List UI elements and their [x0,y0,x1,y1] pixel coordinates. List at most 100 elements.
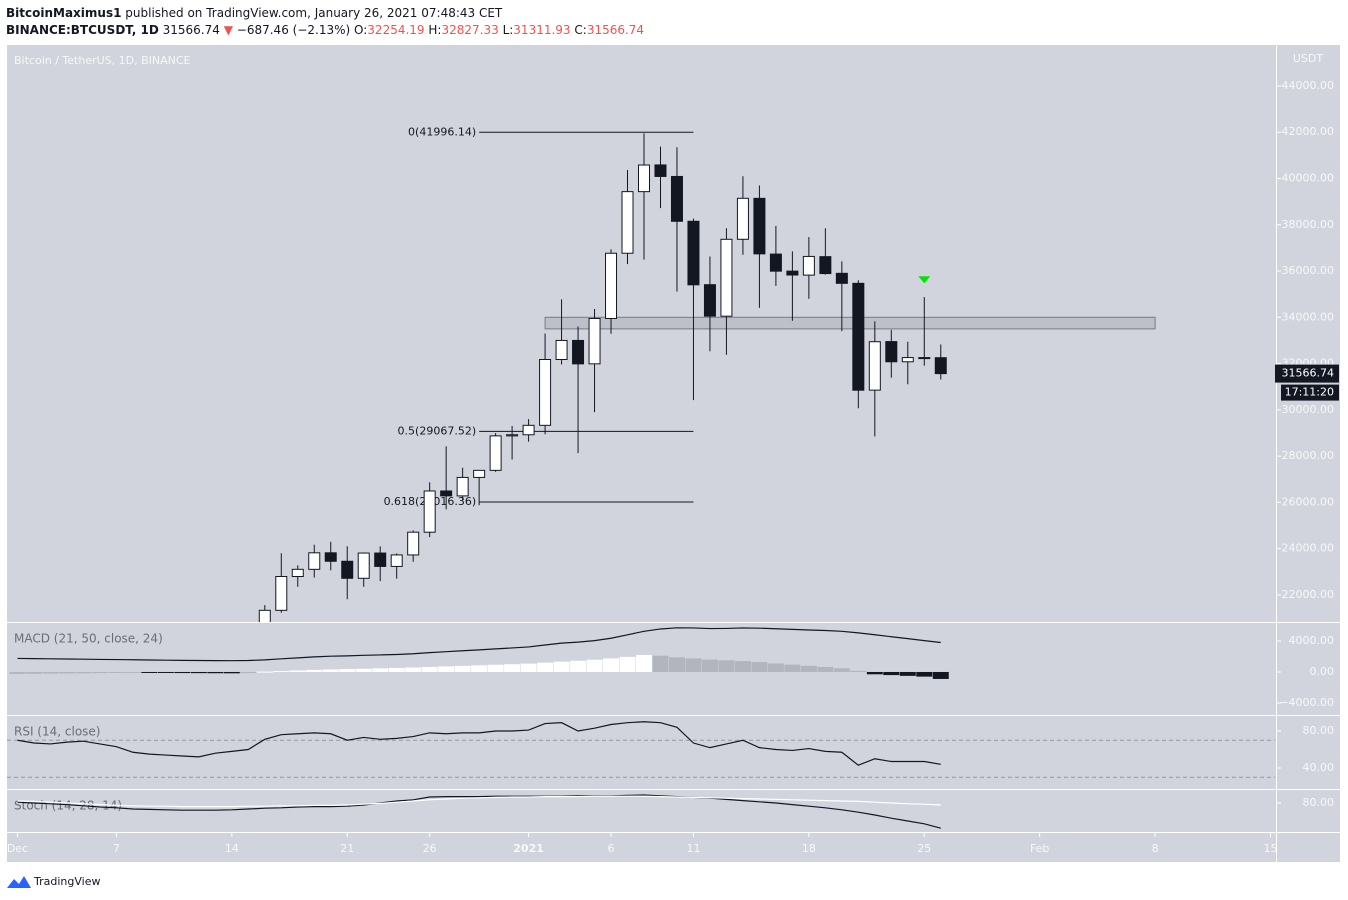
candle-body [736,197,749,240]
candle-body [456,476,469,497]
y-tick-label: 34000.00 [1282,310,1335,323]
macd-histogram [157,671,174,673]
y-tick-label: −4000.00 [1279,696,1334,709]
macd-histogram [471,665,488,672]
macd-histogram [850,670,867,672]
price-unit: USDT [1293,52,1324,65]
candle-body [308,552,321,570]
candle-body [555,339,568,361]
candle-body [918,357,931,360]
macd-histogram [520,663,537,672]
candle-body [638,164,650,193]
y-tick-label: 26000.00 [1282,495,1335,508]
fib-label: 0.5(29067.52) [398,424,477,437]
x-tick-label: Feb [1030,842,1049,855]
candle-body [786,270,799,276]
pane-title: RSI (14, close) [14,725,100,739]
indicator-line [17,794,941,829]
indicator-line [17,721,941,766]
candle-body [539,359,552,426]
candle-body [835,272,848,284]
logo-icon [7,876,31,888]
x-tick-label: 6 [608,842,615,855]
macd-histogram [108,671,125,673]
macd-histogram [438,666,455,672]
logo-text: TradingView [33,875,100,888]
published: published on TradingView.com, January 26… [125,6,503,20]
zone [544,316,1156,330]
macd-histogram [916,671,933,677]
macd-histogram [25,671,42,674]
candle-body [522,424,535,436]
open-value: 32254.19 [367,23,424,37]
y-tick-label: 42000.00 [1282,125,1335,138]
macd-histogram [899,671,916,676]
y-tick-label: 80.00 [1303,796,1335,809]
candle-body [885,341,898,363]
last-price-box [1275,364,1339,383]
author: BitcoinMaximus1 [6,6,121,20]
candle-body [407,531,420,556]
macd-histogram [388,667,405,672]
y-tick-label: 80.00 [1303,724,1335,737]
macd-histogram [9,671,26,674]
candle-body [588,317,601,365]
candle-body [390,554,403,567]
candle-body [291,568,304,577]
low-value: 31311.93 [513,23,570,37]
candle-body [357,552,370,579]
x-tick-label: 8 [1152,842,1159,855]
candle-body [275,575,288,611]
candle-body [934,357,947,375]
macd-histogram [75,671,92,674]
candle-body [324,552,337,562]
candle-body [605,252,618,319]
y-tick-label: 38000.00 [1282,218,1335,231]
indicator-line [17,795,941,808]
y-tick-label: 40000.00 [1282,171,1335,184]
candle-body [753,197,766,255]
candle-body [473,469,486,478]
macd-histogram [124,671,141,673]
macd-histogram [504,664,521,672]
close-value: 31566.74 [587,23,644,37]
y-tick-label: 44000.00 [1282,79,1335,92]
macd-histogram [339,669,356,672]
candle-body [572,339,585,365]
high-value: 32827.33 [441,23,498,37]
header-line: BitcoinMaximus1 published on TradingView… [6,6,503,20]
change: −687.46 (−2.13%) [237,23,350,37]
macd-histogram [553,661,570,672]
y-tick-label: 30000.00 [1282,403,1335,416]
last-price-label: 31566.74 [1282,367,1335,380]
candle-body [423,490,436,533]
macd-histogram [421,666,438,672]
macd-histogram [454,665,471,672]
macd-histogram [289,670,306,672]
indicator-panes [7,627,1275,829]
y-tick-label: 36000.00 [1282,264,1335,277]
macd-histogram [817,666,834,672]
macd-histogram [207,671,224,674]
candle-body [720,238,733,317]
ohlc-label: L: [503,23,514,37]
candle-body [901,357,914,363]
macd-histogram [355,668,372,672]
pane-title: MACD (21, 50, close, 24) [14,632,163,646]
x-tick-label: 21 [340,842,354,855]
candle-body [703,284,716,317]
macd-histogram [190,671,207,674]
macd-histogram [256,671,273,673]
macd-histogram [652,655,669,672]
macd-histogram [570,660,587,672]
x-tick-label: 14 [225,842,239,855]
candle-body [769,253,782,272]
macd-histogram [668,657,685,672]
pane-title: Stoch (14, 28, 14) [14,799,122,813]
candle-body [258,609,271,622]
macd-histogram [636,654,652,672]
candle-body [670,175,683,222]
macd-histogram [784,664,801,672]
